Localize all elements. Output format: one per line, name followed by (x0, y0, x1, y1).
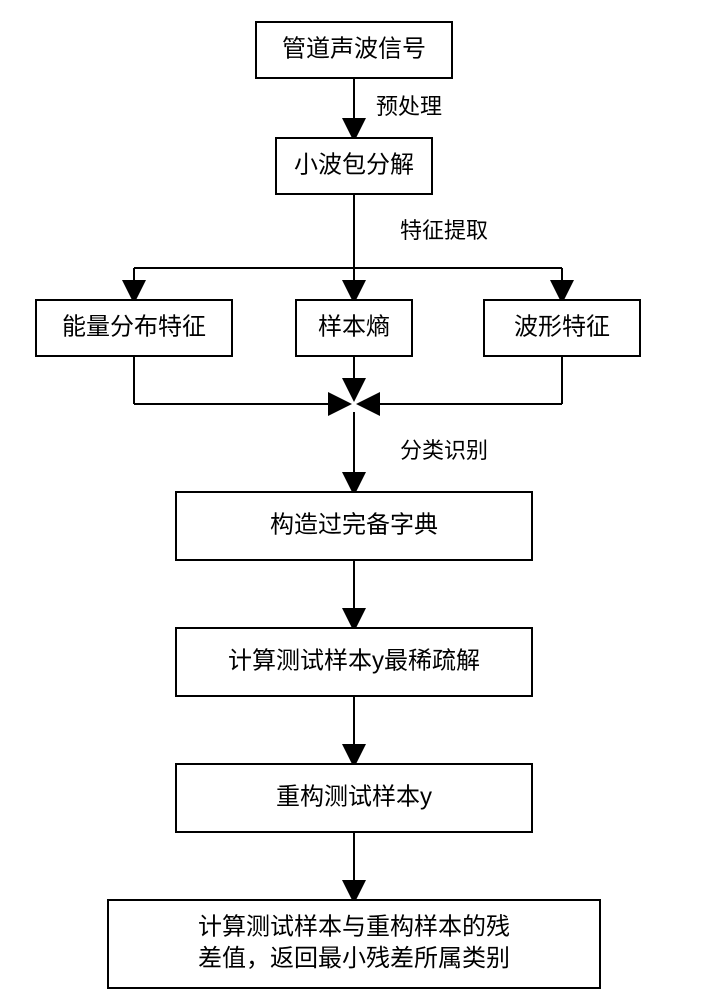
node-label: 计算测试样本y最稀疏解 (228, 647, 480, 674)
flowchart-canvas: 管道声波信号小波包分解能量分布特征 样本熵 波形特征构造过完备字典计算测试样本y最稀… (0, 0, 708, 1000)
node-label: 管道声波信号 (282, 35, 426, 62)
node-label: 构造过完备字典 (270, 511, 438, 538)
edge-label: 预处理 (376, 94, 442, 119)
node-label: 能量分布特征 (62, 313, 206, 340)
node-label: 重构测试样本y (276, 783, 432, 810)
node-label: 差值，返回最小残差所属类别 (198, 945, 510, 972)
edge-label: 分类识别 (400, 438, 488, 463)
node-label: 波形特征 (514, 313, 610, 340)
node-label: 小波包分解 (294, 151, 414, 178)
node-label: 计算测试样本与重构样本的残 (198, 914, 510, 941)
node-label: 样本熵 (318, 313, 390, 340)
edge-label: 特征提取 (400, 218, 488, 243)
